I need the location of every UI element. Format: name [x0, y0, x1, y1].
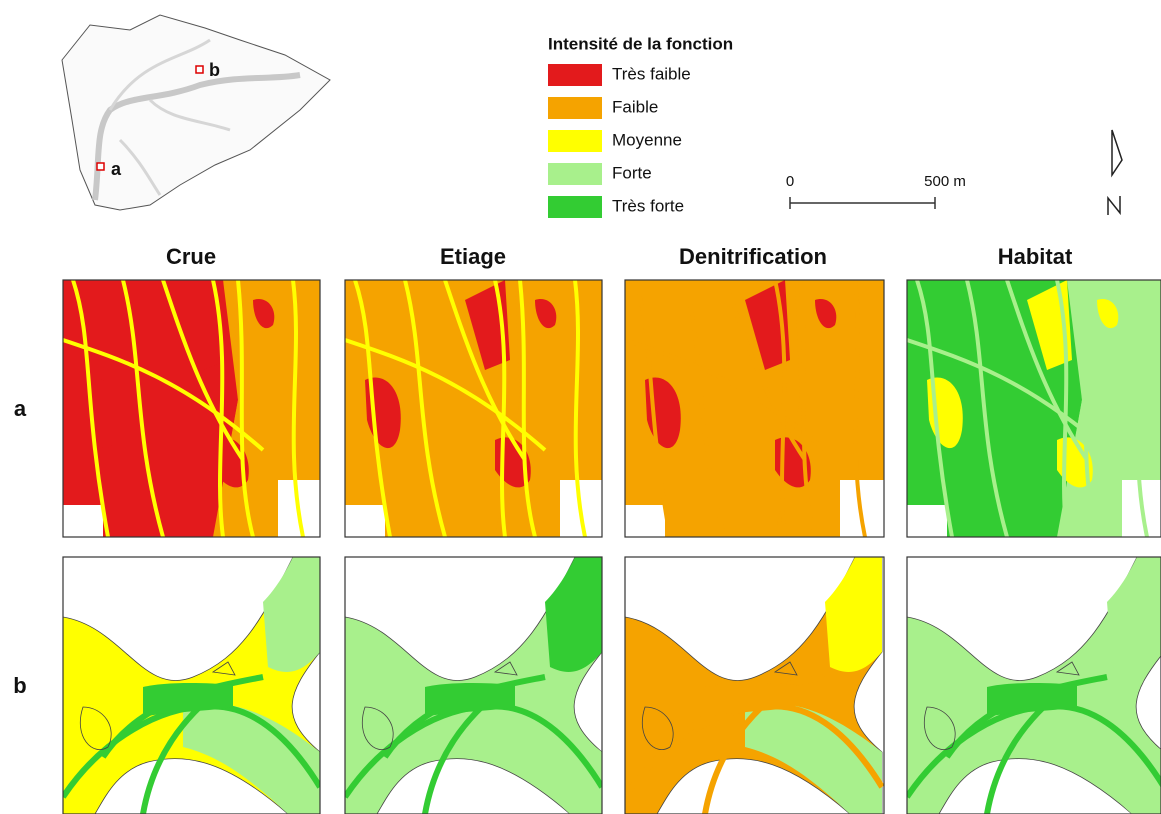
map-content	[625, 557, 884, 814]
map-area	[625, 505, 665, 537]
legend-swatch	[548, 64, 602, 86]
map-content	[345, 280, 605, 540]
map-content	[625, 280, 885, 540]
scale-bar: 0 500 m	[786, 173, 966, 209]
column-title: Denitrification	[679, 244, 827, 269]
map-content	[63, 557, 320, 814]
column-title: Crue	[166, 244, 216, 269]
map-content	[345, 557, 602, 814]
legend-label: Très faible	[612, 64, 691, 83]
map-area	[907, 505, 947, 537]
scale-label: 500 m	[924, 173, 966, 190]
map-panel	[345, 557, 602, 814]
legend-swatch	[548, 130, 602, 152]
panels: Crue Etiage Denitrification Habitat a b	[13, 244, 1161, 814]
legend-label: Très forte	[612, 196, 684, 215]
legend-label: Faible	[612, 97, 658, 116]
inset-map: a b	[62, 15, 330, 210]
legend-swatch	[548, 196, 602, 218]
figure: a b Intensité de la fonction Très faible…	[0, 0, 1161, 814]
map-content	[907, 280, 1161, 540]
map-content	[907, 557, 1161, 814]
legend: Très faible Faible Moyenne Forte Très forte	[548, 64, 691, 218]
map-panel	[625, 280, 885, 540]
scale-label: 0	[786, 173, 794, 190]
legend-title: Intensité de la fonction	[548, 34, 733, 53]
legend-label: Moyenne	[612, 130, 682, 149]
row-label: a	[14, 396, 27, 421]
column-title: Etiage	[440, 244, 506, 269]
map-panel	[63, 280, 323, 540]
row-label: b	[13, 673, 26, 698]
column-title: Habitat	[998, 244, 1073, 269]
map-panel	[907, 280, 1161, 540]
map-panel	[345, 280, 605, 540]
inset-label: a	[111, 159, 122, 179]
map-area	[63, 505, 103, 537]
map-panel	[907, 557, 1161, 814]
map-content	[63, 280, 323, 540]
north-arrow	[1108, 130, 1122, 215]
legend-swatch	[548, 97, 602, 119]
map-panel	[63, 557, 320, 814]
map-panel	[625, 557, 884, 814]
legend-swatch	[548, 163, 602, 185]
inset-label: b	[209, 60, 220, 80]
legend-label: Forte	[612, 163, 652, 182]
map-area	[345, 505, 385, 537]
